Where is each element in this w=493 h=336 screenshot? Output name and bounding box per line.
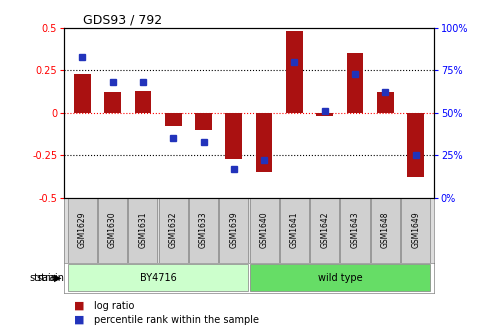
Bar <box>128 198 157 263</box>
Text: strain: strain <box>36 272 65 283</box>
Text: wild type: wild type <box>317 272 362 283</box>
Text: GSM1633: GSM1633 <box>199 212 208 248</box>
Bar <box>135 90 151 113</box>
Bar <box>189 198 218 263</box>
Text: GSM1642: GSM1642 <box>320 212 329 248</box>
Text: GDS93 / 792: GDS93 / 792 <box>83 13 162 27</box>
Text: ▶: ▶ <box>54 272 62 283</box>
Text: GSM1648: GSM1648 <box>381 212 390 248</box>
Text: percentile rank within the sample: percentile rank within the sample <box>94 314 259 325</box>
Bar <box>249 264 430 291</box>
Text: GSM1639: GSM1639 <box>229 212 238 248</box>
Text: log ratio: log ratio <box>94 301 134 311</box>
Bar <box>377 92 394 113</box>
Text: GSM1641: GSM1641 <box>290 212 299 248</box>
Bar <box>98 198 127 263</box>
Bar <box>74 74 91 113</box>
Text: ■: ■ <box>74 314 84 325</box>
Bar <box>249 198 279 263</box>
Bar <box>219 198 248 263</box>
Text: GSM1640: GSM1640 <box>260 212 269 248</box>
Bar <box>280 198 309 263</box>
Bar <box>341 198 370 263</box>
Bar <box>165 113 181 126</box>
Bar <box>256 113 273 172</box>
Bar <box>407 113 424 177</box>
Bar <box>159 198 188 263</box>
Text: GSM1632: GSM1632 <box>169 212 177 248</box>
Bar <box>68 198 97 263</box>
Text: BY4716: BY4716 <box>140 272 176 283</box>
Bar <box>347 53 363 113</box>
Text: GSM1643: GSM1643 <box>351 212 359 248</box>
Text: GSM1630: GSM1630 <box>108 212 117 248</box>
Bar <box>371 198 400 263</box>
Text: GSM1629: GSM1629 <box>78 212 87 248</box>
Bar <box>225 113 242 159</box>
Text: strain: strain <box>30 272 58 283</box>
Bar <box>104 92 121 113</box>
Bar <box>310 198 339 263</box>
Bar <box>401 198 430 263</box>
Bar <box>195 113 212 130</box>
Text: GSM1631: GSM1631 <box>139 212 147 248</box>
Text: ■: ■ <box>74 301 84 311</box>
Bar <box>317 113 333 116</box>
Bar <box>286 31 303 113</box>
Text: GSM1649: GSM1649 <box>411 212 420 248</box>
Bar <box>68 264 248 291</box>
